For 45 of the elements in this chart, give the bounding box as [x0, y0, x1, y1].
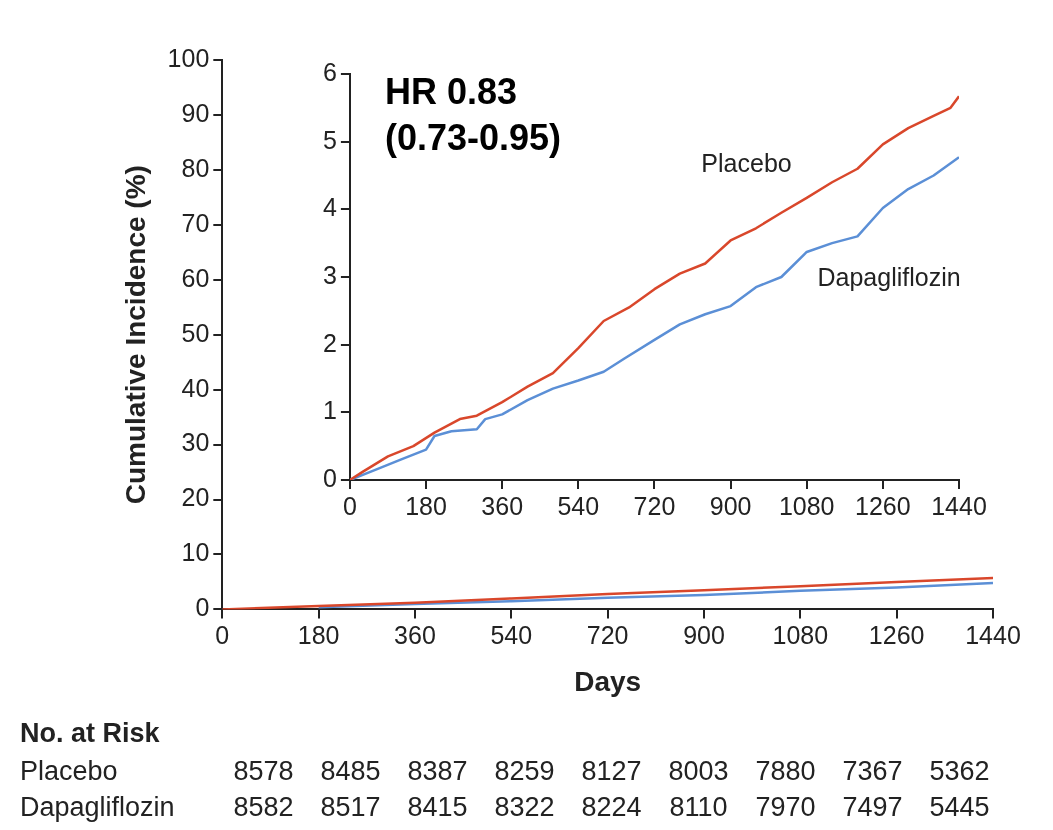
text: No. at Risk — [20, 718, 161, 749]
x-tick-label: 1440 — [965, 621, 1021, 650]
x-tick-label: 1260 — [855, 491, 911, 520]
x-axis-title: Days — [574, 665, 642, 697]
y-tick-label: 0 — [195, 593, 210, 622]
x-tick-label: 180 — [405, 491, 447, 520]
y-tick-label: 2 — [323, 328, 337, 357]
y-tick-label: 40 — [181, 373, 210, 402]
y-tick-label: 20 — [181, 483, 210, 512]
y-tick-label: 80 — [181, 153, 210, 182]
y-tick-label: 5 — [323, 125, 337, 154]
x-tick-label: 900 — [709, 491, 752, 520]
series-label: Dapagliflozin — [817, 262, 961, 291]
annotation: HR 0.83 — [384, 70, 517, 112]
y-tick-label: 90 — [181, 98, 210, 127]
y-tick-label: 0 — [323, 463, 337, 492]
y-tick-label: 50 — [181, 318, 210, 347]
x-tick-label: 1080 — [772, 621, 829, 650]
y-tick-label: 10 — [181, 538, 210, 567]
x-tick-label: 0 — [342, 491, 357, 520]
text: Placebo 8578 8485 8387 8259 8127 8003 7880 7367 5362 — [20, 755, 990, 786]
x-tick-label: 360 — [394, 621, 436, 650]
text: Dapagliflozin 8582 8517 8415 8322 8224 8110 7970 7497 5445 — [20, 791, 990, 822]
y-tick-label: 3 — [323, 260, 337, 289]
y-tick-label: 1 — [323, 396, 337, 425]
series-label: Placebo — [701, 149, 792, 178]
y-tick-label: 30 — [181, 428, 210, 457]
x-tick-label: 1260 — [868, 621, 925, 650]
y-tick-label: 70 — [181, 208, 210, 237]
x-tick-label: 720 — [633, 491, 676, 520]
y-tick-label: 4 — [323, 193, 337, 222]
x-tick-label: 1440 — [931, 491, 987, 520]
x-tick-label: 0 — [215, 621, 230, 650]
y-tick-label: 6 — [323, 57, 337, 86]
x-tick-label: 900 — [683, 621, 725, 650]
x-tick-label: 720 — [586, 621, 629, 650]
x-tick-label: 1080 — [778, 491, 835, 520]
annotation: (0.73-0.95) — [384, 116, 562, 158]
x-tick-label: 540 — [490, 621, 533, 650]
y-axis-title: Cumulative Incidence (%) — [119, 165, 151, 505]
y-tick-label: 60 — [181, 263, 210, 292]
x-tick-label: 180 — [297, 621, 340, 650]
x-tick-label: 360 — [481, 491, 524, 520]
x-tick-label: 540 — [557, 491, 600, 520]
y-tick-label: 100 — [167, 43, 210, 72]
